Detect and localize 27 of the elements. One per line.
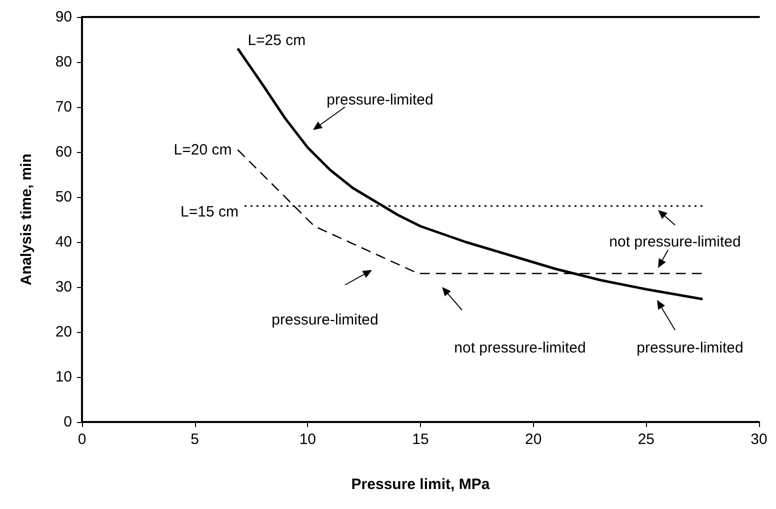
x-tick-label: 30 — [750, 431, 768, 448]
y-tick-label: 20 — [55, 324, 72, 340]
series-label: L=25 cm — [248, 32, 306, 49]
x-tick-label: 10 — [299, 431, 316, 448]
annotation: not pressure-limited — [609, 234, 741, 250]
series-label: L=15 cm — [180, 204, 238, 220]
annotation: pressure-limited — [636, 340, 744, 356]
x-tick-label: 0 — [78, 431, 86, 448]
y-tick-label: 80 — [55, 54, 72, 70]
x-tick-label: 25 — [638, 431, 655, 448]
y-tick-label: 60 — [55, 144, 72, 160]
annotation: not pressure-limited — [454, 340, 586, 356]
y-tick-label: 70 — [55, 98, 72, 116]
y-tick-label: 0 — [64, 414, 72, 430]
y-tick-label: 90 — [55, 8, 72, 26]
series-label: L=20 cm — [174, 141, 232, 158]
annotation: pressure-limited — [326, 92, 434, 108]
annotation: pressure-limited — [272, 312, 378, 328]
y-tick-label: 40 — [55, 234, 72, 250]
y-tick-label: 10 — [55, 368, 72, 386]
x-tick-label: 20 — [524, 431, 542, 448]
x-axis-title: Pressure limit, MPa — [351, 476, 490, 493]
y-tick-label: 30 — [55, 278, 72, 296]
x-tick-label: 5 — [190, 431, 200, 448]
y-axis-title: Analysis time, min — [18, 154, 35, 286]
y-tick-label: 50 — [55, 188, 72, 206]
x-tick-label: 15 — [412, 431, 429, 448]
